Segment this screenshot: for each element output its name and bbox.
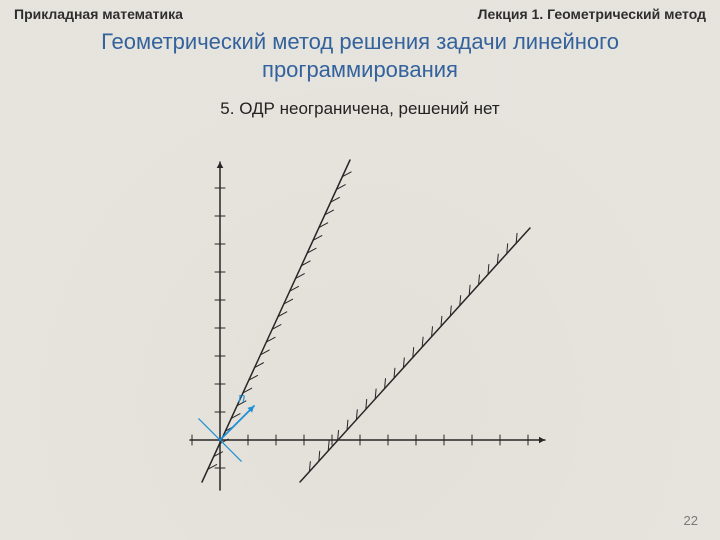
feasible-region-diagram: n — [150, 150, 570, 510]
slide: Прикладная математика Лекция 1. Геометри… — [0, 0, 720, 540]
svg-text:n: n — [238, 390, 246, 406]
diagram-svg: n — [150, 150, 570, 510]
header-bar: Прикладная математика Лекция 1. Геометри… — [0, 0, 720, 22]
page-number: 22 — [684, 513, 698, 528]
slide-title: Геометрический метод решения задачи лине… — [0, 28, 720, 83]
header-right: Лекция 1. Геометрический метод — [478, 6, 706, 22]
header-left: Прикладная математика — [14, 6, 183, 22]
slide-subcaption: 5. ОДР неограничена, решений нет — [0, 99, 720, 119]
